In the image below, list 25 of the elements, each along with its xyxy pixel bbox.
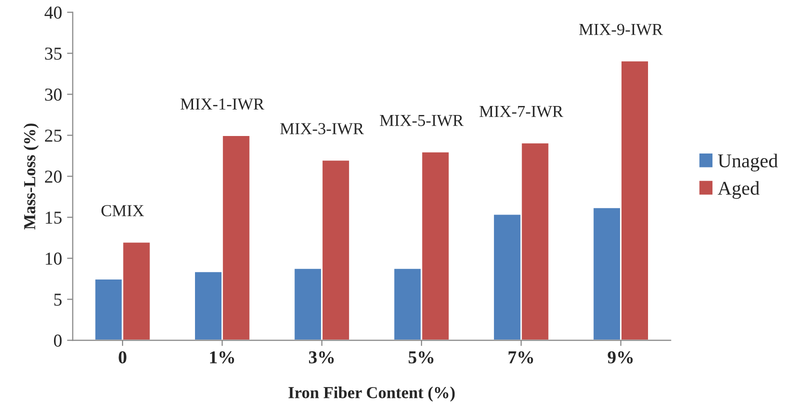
annotation: MIX-7-IWR [480, 106, 564, 118]
x-axis-title: Iron Fiber Content (%) [288, 386, 455, 402]
y-tick-label: 35 [45, 48, 62, 60]
x-tick-label: 7% [508, 351, 534, 364]
legend-label: Aged [718, 181, 760, 199]
y-tick-label: 25 [45, 130, 62, 142]
y-tick-label: 5 [54, 294, 62, 306]
annotation: MIX-3-IWR [280, 123, 364, 134]
y-tick-label: 30 [45, 88, 62, 101]
y-tick-label: 0 [54, 334, 62, 347]
annotation: MIX-9-IWR [579, 24, 663, 36]
x-tick-label: 0 [118, 351, 126, 364]
legend-label: Unaged [718, 154, 778, 172]
x-tick-label: 9% [608, 351, 633, 364]
annotation: MIX-5-IWR [380, 115, 464, 126]
y-tick-label: 15 [46, 212, 62, 224]
annotation: CMIX [101, 205, 144, 216]
y-tick-label: 10 [46, 252, 62, 265]
x-tick-label: 1% [210, 351, 234, 364]
x-tick-label: 3% [308, 351, 334, 364]
y-axis-title: Mass-Loss (%) [24, 124, 39, 230]
x-tick-label: 5% [408, 351, 434, 364]
annotation: MIX-1-IWR [180, 98, 264, 110]
y-tick-label: 20 [45, 170, 62, 183]
y-tick-label: 40 [44, 6, 62, 19]
